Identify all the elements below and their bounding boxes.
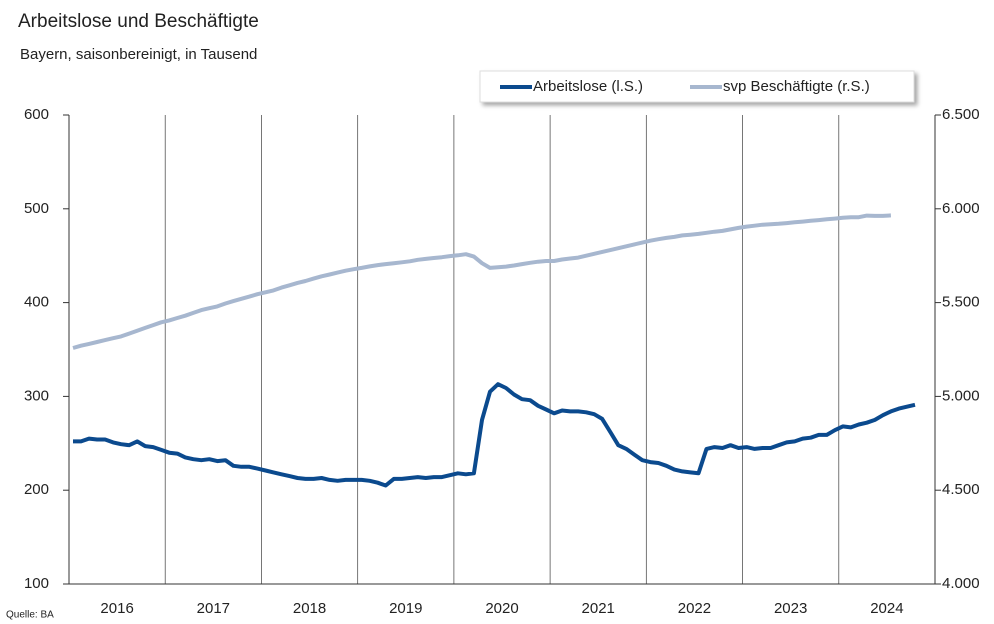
x-tick-label: 2023	[774, 600, 807, 617]
x-tick-label: 2017	[197, 600, 230, 617]
y-tick-label: 200	[24, 481, 49, 498]
y-tick-label: 300	[24, 387, 49, 404]
x-tick-label: 2021	[582, 600, 615, 617]
x-tick-label: 2020	[485, 600, 518, 617]
y-tick-label: 400	[24, 294, 49, 311]
y2-tick-label: 5.000	[942, 387, 980, 404]
chart-subtitle: Bayern, saisonbereinigt, in Tausend	[20, 46, 257, 63]
x-tick-label: 2022	[678, 600, 711, 617]
x-tick-label: 2018	[293, 600, 326, 617]
legend-label: svp Beschäftigte (r.S.)	[723, 78, 870, 95]
legend-label: Arbeitslose (l.S.)	[533, 78, 643, 95]
y-tick-label: 500	[24, 200, 49, 217]
x-tick-label: 2024	[870, 600, 903, 617]
series-line	[73, 382, 916, 488]
y-tick-label: 600	[24, 106, 49, 123]
series-line	[72, 213, 892, 350]
y2-tick-label: 4.000	[942, 575, 980, 592]
x-tick-label: 2016	[100, 600, 133, 617]
y2-tick-label: 5.500	[942, 294, 980, 311]
y2-tick-label: 4.500	[942, 481, 980, 498]
x-tick-label: 2019	[389, 600, 422, 617]
y2-tick-label: 6.000	[942, 200, 980, 217]
y2-tick-label: 6.500	[942, 106, 980, 123]
chart-title: Arbeitslose und Beschäftigte	[18, 11, 259, 32]
source-note: Quelle: BA	[6, 610, 54, 621]
y-tick-label: 100	[24, 575, 49, 592]
